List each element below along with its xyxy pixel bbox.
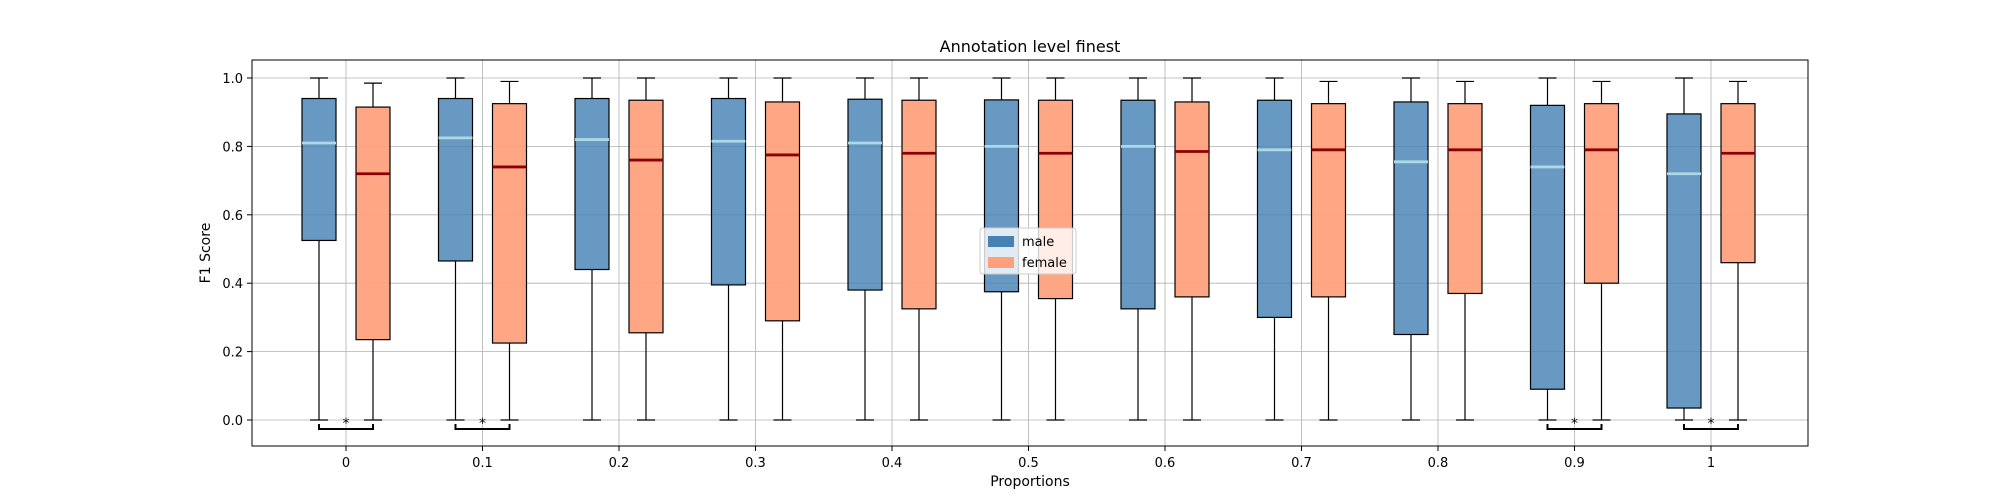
box-iqr (1174, 101, 1210, 298)
box-female-0 (355, 82, 391, 421)
box-layer (301, 77, 1756, 421)
legend-swatch-male (988, 236, 1014, 247)
y-tick-label: 0.8 (222, 140, 243, 155)
box-iqr (437, 97, 474, 262)
box-female-1 (1720, 80, 1756, 421)
x-axis-ticks: 0 0.1 0.2 0.3 0.4 0.5 0.6 0.7 0.8 0.9 1 (342, 446, 1715, 471)
plot-frame (251, 59, 1809, 447)
x-tick-label: 0.1 (472, 456, 493, 471)
box-iqr (628, 99, 664, 334)
x-tick-label: 0.4 (882, 456, 903, 471)
box-female-0.8 (1447, 80, 1483, 421)
box-iqr (491, 103, 528, 344)
box-female-0.3 (764, 77, 801, 421)
significance-bracket: * (454, 416, 511, 432)
bracket-line (454, 424, 511, 430)
box-iqr (901, 99, 937, 310)
significance-marker: * (1708, 416, 1715, 432)
chart-title: Annotation level finest (940, 37, 1121, 56)
x-tick-label: 0.5 (1018, 456, 1039, 471)
box-iqr (1666, 113, 1702, 409)
box-female-0.7 (1310, 80, 1347, 421)
box-iqr (1256, 99, 1293, 319)
bracket-line (1683, 424, 1739, 430)
box-female-0.4 (901, 77, 937, 421)
x-tick-label: 0.7 (1291, 456, 1312, 471)
y-tick-label: 0.0 (222, 414, 243, 429)
box-male-0.6 (1120, 77, 1156, 421)
box-male-0.3 (710, 77, 747, 421)
significance-bracket: * (1683, 416, 1739, 432)
box-male-0.9 (1529, 77, 1566, 421)
legend: male female (979, 227, 1077, 275)
box-iqr (1120, 99, 1156, 310)
box-iqr (1583, 103, 1620, 284)
box-iqr (1720, 103, 1756, 264)
box-iqr (847, 98, 883, 291)
significance-marker: * (1571, 416, 1578, 432)
x-axis-label: Proportions (990, 474, 1070, 490)
x-tick-label: 0.8 (1428, 456, 1449, 471)
box-iqr (710, 97, 747, 286)
box-male-0.1 (437, 77, 474, 421)
significance-bracket: * (1546, 416, 1603, 432)
box-iqr (574, 97, 610, 271)
box-male-1 (1666, 77, 1702, 421)
y-tick-label: 0.2 (222, 346, 243, 361)
legend-label-female: female (1022, 256, 1067, 271)
y-axis-ticks: 0.0 0.2 0.4 0.6 0.8 1.0 (222, 72, 252, 429)
box-female-0.2 (628, 77, 664, 421)
box-iqr (1529, 104, 1566, 390)
box-female-0.9 (1583, 80, 1620, 421)
box-male-0.4 (847, 77, 883, 421)
box-male-0.2 (574, 77, 610, 421)
box-iqr (355, 106, 391, 341)
significance-marker: * (343, 416, 350, 432)
box-male-0.7 (1256, 77, 1293, 421)
box-iqr (1310, 103, 1347, 298)
box-female-0.6 (1174, 77, 1210, 421)
significance-marker: * (479, 416, 486, 432)
y-tick-label: 0.6 (222, 209, 243, 224)
x-tick-label: 1 (1707, 456, 1715, 471)
x-tick-label: 0 (342, 456, 350, 471)
x-tick-label: 0.6 (1155, 456, 1176, 471)
x-tick-label: 0.3 (745, 456, 766, 471)
bracket-line (318, 424, 374, 430)
box-iqr (301, 97, 337, 242)
legend-swatch-female (988, 257, 1014, 268)
bracket-line (1546, 424, 1603, 430)
x-tick-label: 0.2 (609, 456, 630, 471)
y-tick-label: 1.0 (222, 72, 243, 87)
box-female-0.1 (491, 80, 528, 421)
legend-label-male: male (1022, 235, 1054, 250)
box-iqr (764, 101, 801, 322)
box-iqr (1393, 101, 1429, 336)
y-tick-label: 0.4 (222, 277, 243, 292)
significance-layer: * * * * (318, 416, 1739, 432)
box-male-0 (301, 77, 337, 421)
y-axis-label: F1 Score (198, 223, 214, 284)
x-tick-label: 0.9 (1564, 456, 1585, 471)
box-male-0.8 (1393, 77, 1429, 421)
significance-bracket: * (318, 416, 374, 432)
box-iqr (1447, 103, 1483, 295)
